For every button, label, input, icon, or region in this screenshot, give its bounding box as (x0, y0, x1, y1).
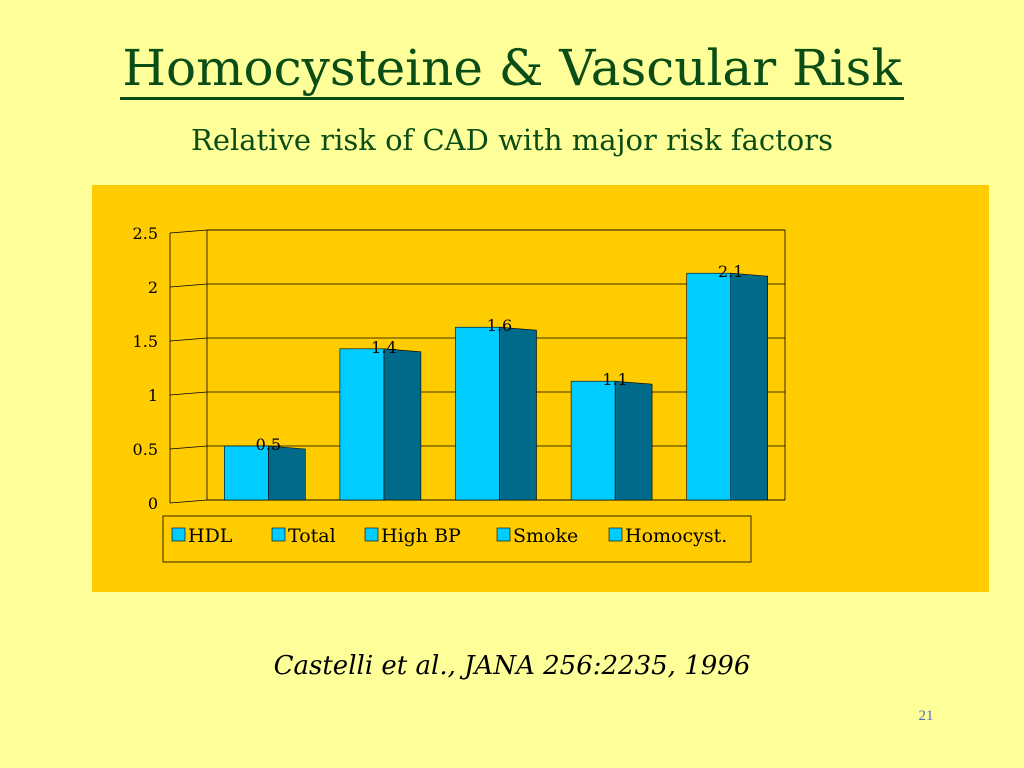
y-axis-depth-tick (169, 337, 208, 342)
legend-box (162, 515, 752, 563)
legend-label: High BP (381, 525, 461, 547)
legend-label: Homocyst. (625, 525, 727, 547)
slide-title-text: Homocysteine & Vascular Risk (120, 39, 904, 100)
y-axis-depth-tick (169, 283, 208, 288)
citation: Castelli et al., JANA 256:2235, 1996 (273, 651, 751, 681)
data-label: 0.5 (256, 435, 281, 454)
y-tick-label: 0 (148, 494, 158, 513)
bar (570, 380, 616, 501)
bar (339, 348, 385, 501)
bar-side (614, 380, 653, 501)
y-tick-label: 2 (148, 278, 158, 297)
bar (455, 326, 500, 501)
y-tick-label: 1 (148, 386, 158, 405)
slide-title: Homocysteine & Vascular Risk (0, 38, 1024, 100)
slide-subtitle: Relative risk of CAD with major risk fac… (191, 123, 833, 157)
legend-swatch (364, 527, 379, 542)
chart-panel: 0 0.5 1 1.5 2 2.5 0.5 1.4 1.6 1.1 2.1 HDL Total High … (92, 185, 989, 592)
legend-label: HDL (188, 525, 233, 547)
y-tick-label: 1.5 (133, 332, 158, 351)
bar-side (730, 272, 769, 501)
bar-side (383, 348, 422, 501)
data-label: 1.4 (371, 338, 396, 357)
bar-chart: 0 0.5 1 1.5 2 2.5 0.5 1.4 1.6 1.1 2.1 HDL Total High … (133, 224, 786, 563)
y-tick-label: 2.5 (133, 224, 158, 243)
y-axis-depth-tick (169, 229, 208, 234)
y-axis-depth-tick (169, 499, 208, 504)
legend-swatch (608, 527, 623, 542)
data-label: 2.1 (718, 262, 743, 281)
bar-side (268, 445, 306, 501)
data-label: 1.6 (487, 316, 512, 335)
legend-swatch (271, 527, 286, 542)
bar-side (499, 326, 537, 501)
legend-label: Smoke (513, 525, 578, 547)
y-axis-depth-tick (169, 445, 208, 450)
bar (224, 445, 269, 501)
legend-swatch (171, 527, 186, 542)
data-label: 1.1 (602, 370, 627, 389)
bar (686, 272, 732, 501)
y-axis-depth-tick (169, 391, 208, 396)
slide-number: 21 (918, 708, 934, 724)
legend-label: Total (288, 525, 336, 547)
legend-swatch (496, 527, 511, 542)
y-tick-label: 0.5 (133, 440, 158, 459)
